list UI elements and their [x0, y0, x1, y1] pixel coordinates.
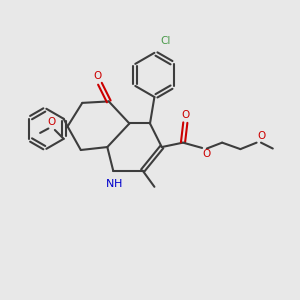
Text: O: O: [181, 110, 190, 120]
Text: O: O: [47, 117, 56, 127]
Text: O: O: [257, 131, 266, 141]
Text: O: O: [94, 71, 102, 81]
Text: N: N: [106, 179, 114, 189]
Text: Cl: Cl: [160, 36, 171, 46]
Text: H: H: [114, 179, 123, 189]
Text: O: O: [203, 148, 211, 158]
